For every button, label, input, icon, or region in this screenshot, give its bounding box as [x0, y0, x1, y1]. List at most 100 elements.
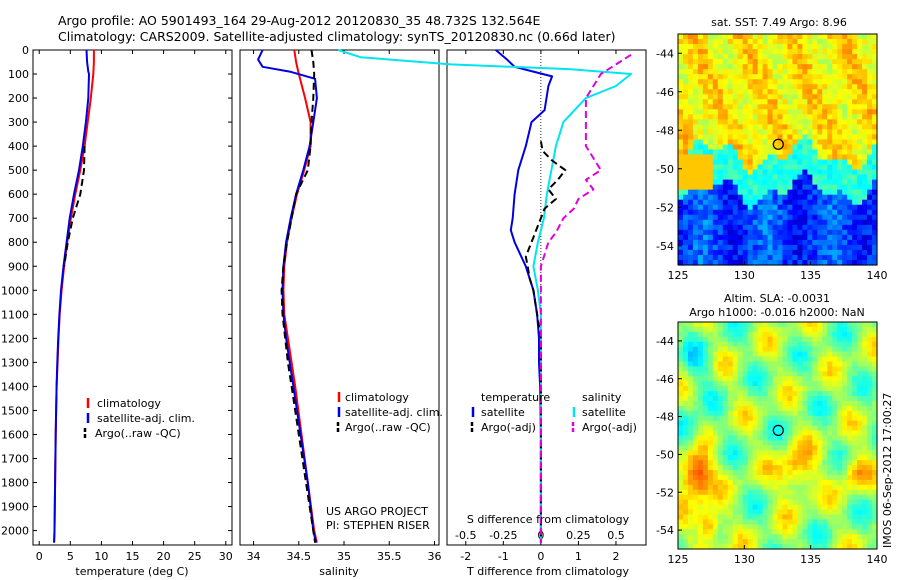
heatmap-cell	[737, 361, 744, 368]
heatmap-cell	[802, 114, 808, 120]
heatmap-cell	[817, 534, 823, 540]
heatmap-cell	[712, 341, 719, 348]
heatmap-cell	[787, 346, 794, 353]
heatmap-cell	[742, 524, 749, 530]
heatmap-cell	[762, 415, 769, 422]
heatmap-cell	[707, 79, 714, 85]
heatmap-cell	[772, 194, 779, 201]
heatmap-cell	[797, 455, 803, 461]
heatmap-cell	[802, 465, 808, 471]
heatmap-cell	[742, 336, 749, 343]
heatmap-cell	[847, 430, 853, 437]
heatmap-cell	[678, 99, 684, 105]
heatmap-cell	[842, 474, 848, 481]
heatmap-cell	[867, 229, 873, 236]
heatmap-cell	[757, 415, 764, 422]
heatmap-cell	[692, 474, 699, 481]
heatmap-cell	[837, 94, 843, 100]
heatmap-cell	[702, 64, 709, 70]
heatmap-cell	[712, 405, 719, 412]
heatmap-cell	[772, 144, 779, 151]
heatmap-cell	[852, 129, 858, 136]
heatmap-cell	[832, 322, 838, 328]
heatmap-cell	[702, 94, 709, 100]
heatmap-cell	[692, 494, 699, 501]
heatmap-cell	[807, 405, 813, 412]
heatmap-cell	[872, 214, 878, 221]
heatmap-cell	[687, 204, 694, 211]
heatmap-cell	[852, 400, 858, 407]
heatmap-cell	[752, 239, 759, 246]
heatmap-cell	[692, 455, 699, 461]
heatmap-cell	[807, 134, 813, 141]
heatmap-cell	[827, 336, 833, 343]
heatmap-cell	[792, 214, 798, 221]
heatmap-cell	[832, 149, 838, 156]
heatmap-cell	[837, 336, 843, 343]
heatmap-cell	[837, 209, 843, 216]
heatmap-cell	[717, 356, 724, 363]
heatmap-cell	[847, 524, 853, 530]
heatmap-cell	[827, 455, 833, 461]
heatmap-cell	[857, 326, 863, 333]
heatmap-cell	[867, 104, 873, 110]
heatmap-cell	[807, 189, 813, 196]
heatmap-cell	[807, 499, 813, 506]
heatmap-cell	[867, 366, 873, 372]
heatmap-cell	[687, 39, 694, 45]
heatmap-cell	[757, 59, 764, 65]
heatmap-cell	[762, 124, 769, 131]
heatmap-cell	[872, 356, 878, 363]
heatmap-cell	[847, 494, 853, 501]
heatmap-cell	[862, 164, 868, 171]
heatmap-cell	[752, 179, 759, 186]
heatmap-cell	[687, 194, 694, 201]
heatmap-cell	[787, 69, 794, 75]
heatmap-cell	[787, 114, 794, 120]
heatmap-cell	[752, 199, 759, 206]
heatmap-cell	[767, 346, 774, 353]
heatmap-cell	[807, 529, 813, 535]
heatmap-cell	[867, 386, 873, 392]
heatmap-cell	[862, 331, 868, 338]
heatmap-cell	[692, 445, 699, 451]
heatmap-cell	[867, 189, 873, 196]
heatmap-cell	[812, 249, 818, 256]
heatmap-cell	[842, 244, 848, 251]
heatmap-cell	[702, 391, 709, 397]
heatmap-cell	[707, 154, 714, 161]
heatmap-cell	[762, 119, 769, 125]
heatmap-cell	[762, 539, 769, 545]
heatmap-cell	[817, 514, 823, 520]
heatmap-cell	[717, 224, 724, 231]
heatmap-cell	[832, 34, 838, 40]
heatmap-cell	[787, 209, 794, 216]
heatmap-cell	[757, 154, 764, 161]
heatmap-cell	[692, 386, 699, 392]
heatmap-cell	[862, 430, 868, 437]
heatmap-cell	[707, 39, 714, 45]
heatmap-cell	[742, 129, 749, 136]
heatmap-cell	[837, 179, 843, 186]
heatmap-cell	[772, 114, 779, 120]
heatmap-cell	[782, 509, 789, 516]
heatmap-cell	[787, 539, 794, 545]
heatmap-cell	[702, 224, 709, 231]
heatmap-cell	[762, 544, 769, 550]
heatmap-cell	[807, 356, 813, 363]
heatmap-cell	[747, 94, 754, 100]
heatmap-cell	[752, 504, 759, 511]
heatmap-cell	[822, 119, 828, 125]
heatmap-cell	[707, 84, 714, 90]
heatmap-cell	[772, 405, 779, 412]
heatmap-cell	[727, 346, 734, 353]
heatmap-cell	[782, 129, 789, 136]
heatmap-cell	[797, 184, 803, 191]
heatmap-cell	[742, 144, 749, 151]
heatmap-cell	[827, 460, 833, 466]
heatmap-cell	[777, 410, 784, 417]
heatmap-cell	[837, 474, 843, 481]
heatmap-cell	[807, 450, 813, 456]
heatmap-cell	[717, 346, 724, 353]
heatmap-cell	[702, 366, 709, 372]
